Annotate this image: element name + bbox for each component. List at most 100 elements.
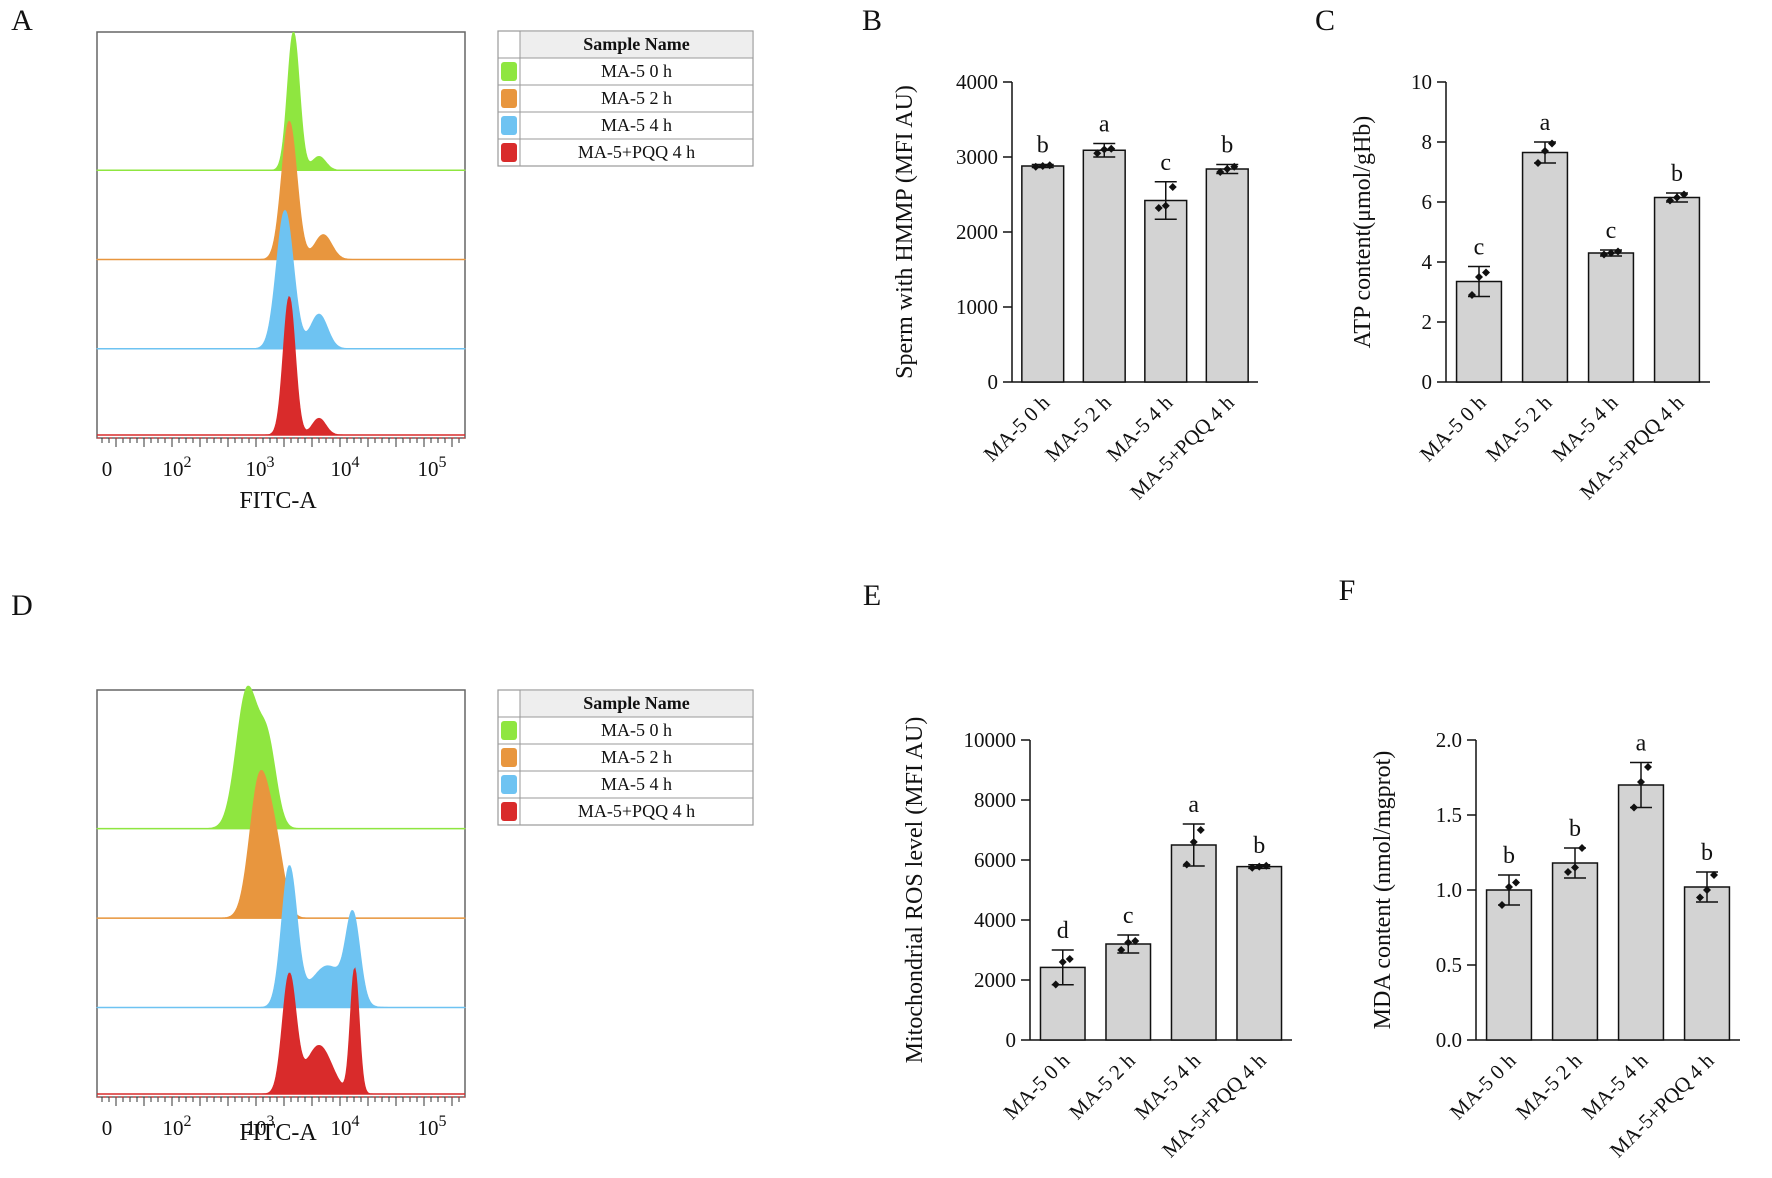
bar [1170,844,1217,1041]
y-axis-title: ATP content(μmol/gHb) [1350,116,1376,349]
panel-letter-C: C [1315,4,1335,37]
bar [1485,889,1533,1041]
data-point [1248,863,1257,872]
y-axis-title: Sperm with HMMP (MFI AU) [892,85,918,379]
legend-entry: MA-5+PQQ 4 h [578,142,695,162]
data-point [1710,871,1718,879]
bar-chart-F: 0.0 0.5 1.0 1.5 2.0 MDA content (nmol/mgprot)… [1370,728,1740,1162]
tick-base: 10 [163,1116,184,1140]
legend-entry: MA-5 2 h [601,88,672,108]
data-point [1045,161,1054,170]
significance-letter: b [1701,840,1713,866]
tick-base: 10 [418,1116,439,1140]
legend-header-cell [519,689,754,718]
legend-entry: MA-5+PQQ 4 h [578,801,695,821]
x-axis: 0 102 103 104 105 [97,1096,465,1140]
tick-exponent: 2 [184,454,192,471]
category-label: MA-5 0 h [979,390,1055,466]
panel-letter-F: F [1339,574,1356,607]
x-tick-text: 105 [418,1113,447,1140]
y-tick-label: 1.5 [1436,803,1462,827]
panel-letter-B: B [862,4,882,37]
y-tick-label: 8000 [974,788,1016,812]
data-point [1031,162,1040,171]
significance-letter: a [1099,112,1110,138]
y-tick-label: 0.0 [1436,1028,1462,1052]
category-label: MA-5 0 h [999,1048,1075,1124]
legend-header: Sample Name [583,693,690,713]
bar [1551,862,1599,1041]
bar-chart-B: 0 1000 2000 3000 4000 Sperm with HMMP (MFI AU… [892,70,1258,504]
tick-exponent: 2 [184,1113,192,1130]
legend: Sample Name MA-5 0 h MA-5 2 h MA-5 4 h MA-5+… [497,30,754,167]
y-tick-label: 0 [988,370,999,394]
data-point [1065,955,1074,963]
tick-base: 10 [331,1116,352,1140]
significance-letter: a [1188,792,1199,818]
x-tick-text: 102 [163,1113,192,1140]
x-tick-label: 105 [418,1113,447,1140]
tick-exponent: 4 [352,454,360,471]
y-axis-title: MDA content (nmol/mgprot) [1370,751,1396,1030]
y-tick-label: 4 [1422,250,1433,274]
legend-swatch [501,143,517,162]
data-point [1571,863,1579,872]
significance-letter: b [1503,843,1515,869]
data-point [1534,159,1542,167]
data-point [1475,273,1483,281]
significance-letter: b [1671,161,1683,187]
category-label: MA-5 2 h [1040,390,1116,466]
data-point [1637,778,1645,786]
tick-exponent: 3 [267,1113,275,1130]
data-point [1124,938,1133,947]
data-point [1505,883,1513,891]
legend-swatch [501,748,517,767]
significance-letter: b [1221,133,1233,159]
y-tick-label: 1000 [956,295,998,319]
significance-letter: c [1123,903,1134,929]
x-tick-text: 105 [418,454,447,481]
bar [1144,199,1188,383]
panel-letter-E: E [863,579,881,612]
data-point [1482,268,1490,277]
y-tick-label: 3000 [956,145,998,169]
significance-letter: d [1057,918,1069,944]
y-tick-label: 10 [1411,70,1432,94]
legend-swatch [501,89,517,108]
data-point [1161,201,1170,210]
data-point [1196,826,1205,834]
bar [1236,865,1283,1041]
y-tick-label: 2000 [974,968,1016,992]
x-tick-label: 0 [102,1116,113,1140]
legend-swatch [501,802,517,821]
x-tick-label: 105 [418,454,447,481]
y-tick-label: 0 [1422,370,1433,394]
panel-letter-D: D [11,589,33,622]
y-tick-label: 6 [1422,190,1433,214]
tick-exponent: 3 [267,454,275,471]
histogram-series-1 [96,32,466,171]
legend-entry: MA-5 4 h [601,774,672,794]
legend-entry: MA-5 2 h [601,747,672,767]
bar [1205,168,1249,383]
significance-letter: a [1636,731,1647,757]
histogram-series-1 [96,685,466,830]
bar [1617,784,1665,1041]
bar [1455,280,1503,383]
data-point [1607,249,1615,257]
data-point [1223,165,1232,173]
x-tick-text: 0 [102,1116,113,1140]
data-point [1262,861,1271,870]
legend-swatch [501,116,517,135]
y-tick-label: 1.0 [1436,878,1462,902]
histogram-frame [96,31,466,439]
x-axis-title: FITC-A [239,488,317,514]
y-tick-label: 4000 [974,908,1016,932]
data-point [1107,144,1116,153]
histogram-series-3 [96,209,466,350]
y-tick-label: 10000 [964,728,1017,752]
y-tick-label: 4000 [956,70,998,94]
data-point [1564,868,1572,876]
